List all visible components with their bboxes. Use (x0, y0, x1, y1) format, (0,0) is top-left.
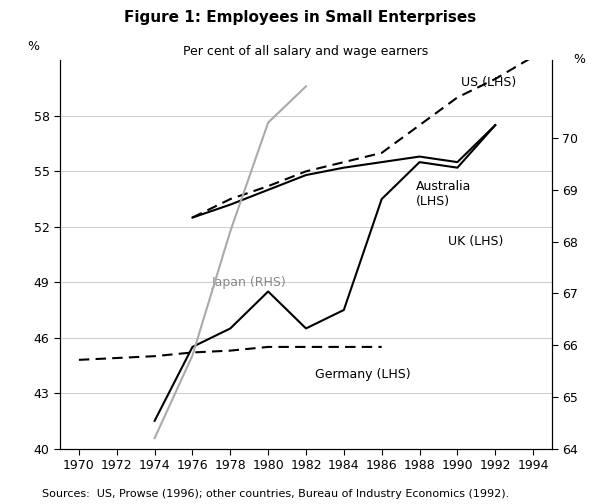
Text: UK (LHS): UK (LHS) (448, 235, 503, 248)
Text: US (LHS): US (LHS) (461, 76, 517, 89)
Text: Germany (LHS): Germany (LHS) (316, 368, 411, 381)
Y-axis label: %: % (573, 53, 585, 66)
Y-axis label: %: % (27, 40, 39, 53)
Text: Japan (RHS): Japan (RHS) (211, 277, 286, 289)
Title: Per cent of all salary and wage earners: Per cent of all salary and wage earners (184, 45, 428, 58)
Text: Australia
(LHS): Australia (LHS) (416, 179, 471, 208)
Text: Sources:  US, Prowse (1996); other countries, Bureau of Industry Economics (1992: Sources: US, Prowse (1996); other countr… (42, 489, 509, 499)
Text: Figure 1: Employees in Small Enterprises: Figure 1: Employees in Small Enterprises (124, 10, 476, 25)
